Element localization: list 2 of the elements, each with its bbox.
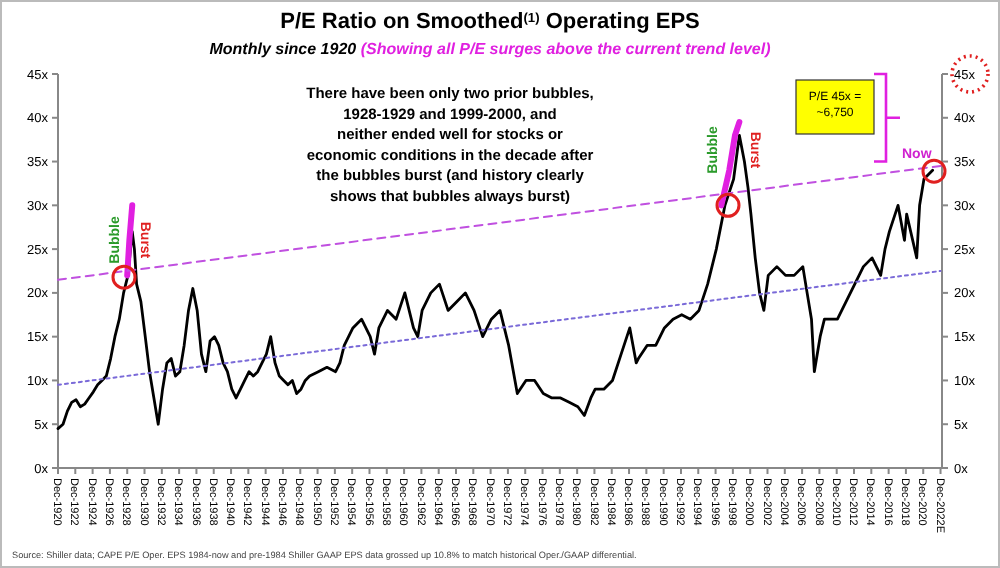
chart-subtitle: Monthly since 1920 (Showing all P/E surges above the current trend level): [209, 40, 772, 58]
chart-title: P/E Ratio on Smoothed$^{(1)}$ Operating EPS: [280, 10, 700, 34]
